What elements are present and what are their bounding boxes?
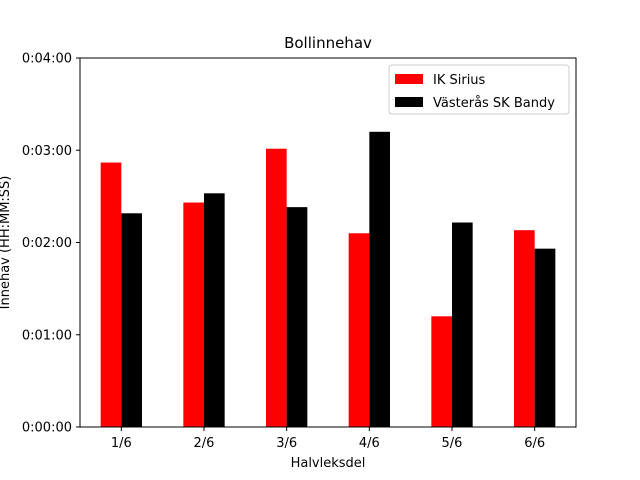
- x-tick-label: 3/6: [276, 436, 297, 451]
- bar-series-1-1-6: [121, 213, 142, 427]
- x-axis-ticks: 1/6 2/6 3/6 4/6 5/6 6/6: [111, 427, 545, 451]
- x-tick-label: 6/6: [524, 436, 545, 451]
- legend-swatch: [395, 74, 423, 84]
- y-axis-ticks: 0:00:00 0:01:00 0:02:00 0:03:00 0:04:00: [22, 52, 80, 436]
- x-tick-label: 2/6: [194, 436, 215, 451]
- legend-box: [388, 64, 570, 115]
- bar-series-1-4-6: [369, 131, 390, 428]
- bar-series-0-1-6: [100, 162, 122, 428]
- bar-series-1-6-6: [534, 248, 556, 427]
- y-tick-label: 0:01:00: [22, 328, 72, 343]
- bars-group: [100, 131, 556, 428]
- legend-swatch: [395, 97, 423, 107]
- bar-series-0-3-6: [266, 148, 287, 427]
- legend-label: IK Sirius: [433, 73, 486, 88]
- y-tick-label: 0:03:00: [22, 144, 72, 159]
- x-tick-label: 1/6: [111, 436, 132, 451]
- legend-label: Västerås SK Bandy: [433, 96, 555, 111]
- bar-series-0-4-6: [348, 233, 370, 427]
- bar-series-1-3-6: [286, 207, 308, 427]
- y-tick-label: 0:02:00: [22, 236, 72, 251]
- bar-series-1-2-6: [204, 193, 225, 427]
- bar-series-0-2-6: [183, 202, 204, 427]
- legend: IK Sirius Västerås SK Bandy: [388, 64, 570, 115]
- x-axis-label: Halvleksdel: [291, 456, 366, 471]
- bar-series-0-6-6: [514, 230, 535, 427]
- y-tick-label: 0:00:00: [22, 421, 72, 436]
- y-tick-label: 0:04:00: [22, 52, 72, 67]
- y-axis-label: Innehav (HH:MM:SS): [0, 176, 13, 310]
- chart-title: Bollinnehav: [284, 34, 372, 52]
- x-tick-label: 4/6: [359, 436, 380, 451]
- bar-series-0-5-6: [431, 316, 452, 427]
- x-tick-label: 5/6: [442, 436, 463, 451]
- bar-series-1-5-6: [452, 222, 473, 427]
